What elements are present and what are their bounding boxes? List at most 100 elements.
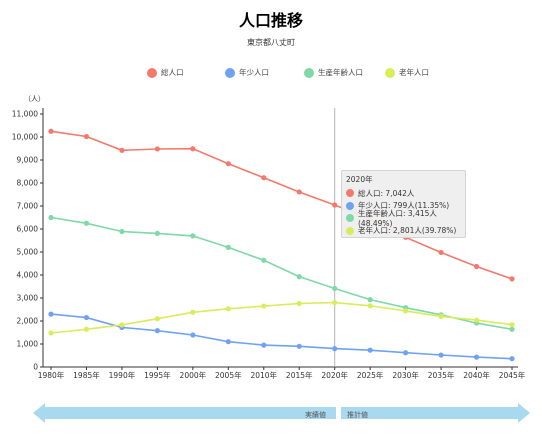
data-point-young[interactable]: [83, 314, 90, 321]
data-point-young[interactable]: [296, 343, 302, 349]
legend-item-total[interactable]: 総人口: [147, 67, 184, 78]
data-point-elderly[interactable]: [332, 299, 338, 306]
legend-label-elderly: 老年人口: [399, 68, 429, 77]
data-point-working[interactable]: [225, 244, 231, 250]
data-point-working[interactable]: [83, 220, 90, 226]
data-point-working[interactable]: [296, 274, 302, 280]
data-point-total[interactable]: [225, 161, 231, 167]
tooltip-row-elderly: 老年人口: 2,801人(39.78%): [346, 225, 461, 238]
data-point-young[interactable]: [225, 339, 231, 345]
data-point-elderly[interactable]: [190, 309, 196, 315]
data-point-elderly[interactable]: [154, 316, 160, 322]
data-point-working[interactable]: [154, 230, 160, 236]
series-line-working: [50, 216, 513, 331]
data-point-elderly[interactable]: [261, 303, 267, 309]
data-point-young[interactable]: [438, 352, 444, 358]
legend-label-total: 総人口: [161, 68, 184, 77]
data-point-elderly[interactable]: [225, 306, 231, 312]
data-point-total[interactable]: [83, 133, 90, 140]
chart-title: 人口推移: [238, 11, 303, 30]
data-point-elderly[interactable]: [296, 300, 302, 307]
data-point-working[interactable]: [119, 228, 125, 235]
data-point-elderly[interactable]: [83, 326, 90, 332]
y-tick-label: 3,000: [17, 294, 39, 303]
data-point-young[interactable]: [403, 350, 409, 356]
tooltip-text-elderly: 老年人口: 2,801人(39.78%): [358, 226, 457, 236]
series-line-total: [50, 130, 513, 280]
tooltip-row-young: 年少人口: 799人(11.35%): [346, 200, 461, 213]
data-point-total[interactable]: [509, 276, 515, 282]
x-tick-label: 2015年: [286, 370, 313, 380]
data-point-young[interactable]: [509, 356, 515, 362]
data-point-working[interactable]: [190, 233, 196, 239]
y-tick-label: 0: [33, 363, 38, 372]
period-arrows: [33, 403, 530, 423]
data-point-working[interactable]: [509, 326, 515, 332]
tooltip-text-working: 生産年齢人口: 3,415人(48.49%): [358, 209, 437, 229]
x-tick-label: 2010年: [250, 370, 277, 380]
data-point-elderly[interactable]: [473, 317, 480, 323]
x-tick-label: 2045年: [499, 370, 526, 380]
data-point-elderly[interactable]: [367, 303, 373, 309]
data-point-elderly[interactable]: [403, 308, 409, 314]
x-tick-label: 2035年: [428, 370, 455, 380]
data-point-elderly[interactable]: [119, 322, 125, 328]
legend-item-young[interactable]: 年少人口: [225, 67, 269, 78]
legend-item-working[interactable]: 生産年齢人口: [304, 67, 363, 78]
data-point-working[interactable]: [367, 297, 373, 303]
tooltip-dot-working: [346, 214, 354, 223]
data-point-young[interactable]: [332, 346, 338, 352]
data-point-young[interactable]: [473, 354, 480, 360]
data-point-young[interactable]: [154, 328, 160, 334]
series-group: [48, 128, 515, 362]
data-point-young[interactable]: [367, 347, 373, 353]
data-point-young[interactable]: [48, 311, 54, 317]
data-point-young[interactable]: [190, 332, 196, 338]
x-tick-label: 1980年: [38, 370, 65, 380]
data-point-elderly[interactable]: [509, 322, 515, 328]
data-point-total[interactable]: [473, 263, 480, 270]
data-point-working[interactable]: [261, 257, 267, 263]
tooltip-dot-total: [346, 189, 354, 198]
tooltip-row-working: 生産年齢人口: 3,415人(48.49%): [346, 209, 461, 228]
x-tick-label: 1995年: [144, 370, 171, 380]
data-point-working[interactable]: [332, 285, 338, 292]
data-point-total[interactable]: [154, 146, 160, 152]
x-tick-label: 2020年: [321, 370, 348, 380]
data-point-working[interactable]: [48, 214, 54, 221]
tooltip-text-total: 総人口: 7,042人: [358, 188, 415, 198]
data-point-total[interactable]: [296, 189, 302, 195]
y-ticks: 0 1,000 2,000 3,000 4,000 5,000 6,000 7,000 8,00…: [12, 110, 43, 372]
data-point-total[interactable]: [119, 147, 125, 153]
legend-item-elderly[interactable]: 老年人口: [385, 67, 429, 78]
actual-label: 実績値: [305, 411, 326, 419]
y-axis-label: （人）: [24, 95, 45, 103]
series-line-elderly: [50, 301, 513, 334]
data-tooltip: 2020年 総人口: 7,042人 年少人口: 799人(11.35%) 生産年…: [341, 170, 466, 238]
data-point-total[interactable]: [48, 128, 54, 134]
data-point-elderly[interactable]: [48, 330, 54, 336]
x-tick-label: 2005年: [215, 370, 242, 380]
x-tick-label: 2000年: [180, 370, 207, 380]
data-point-elderly[interactable]: [438, 313, 444, 319]
y-tick-label: 6,000: [17, 225, 39, 234]
legend-label-working: 生産年齢人口: [318, 68, 363, 77]
tooltip-dot-elderly: [346, 226, 354, 235]
y-tick-label: 7,000: [17, 202, 39, 211]
x-tick-label: 2030年: [392, 370, 419, 380]
y-tick-label: 4,000: [17, 271, 39, 280]
tooltip-dot-young: [346, 201, 354, 210]
data-point-young[interactable]: [261, 342, 267, 348]
x-tick-label: 1985年: [73, 370, 100, 380]
data-point-total[interactable]: [332, 202, 338, 208]
data-point-total[interactable]: [261, 175, 267, 181]
legend-label-young: 年少人口: [239, 68, 269, 77]
legend-dot-elderly: [385, 67, 395, 78]
y-tick-label: 8,000: [17, 179, 39, 188]
data-point-total[interactable]: [190, 146, 196, 152]
tooltip-text-young: 年少人口: 799人(11.35%): [358, 201, 450, 211]
x-ticks: 1980年 1985年 1990年 1995年 2000年 2005年 2010年 2015年…: [38, 367, 526, 380]
data-point-total[interactable]: [438, 249, 444, 256]
y-tick-label: 2,000: [17, 317, 39, 326]
